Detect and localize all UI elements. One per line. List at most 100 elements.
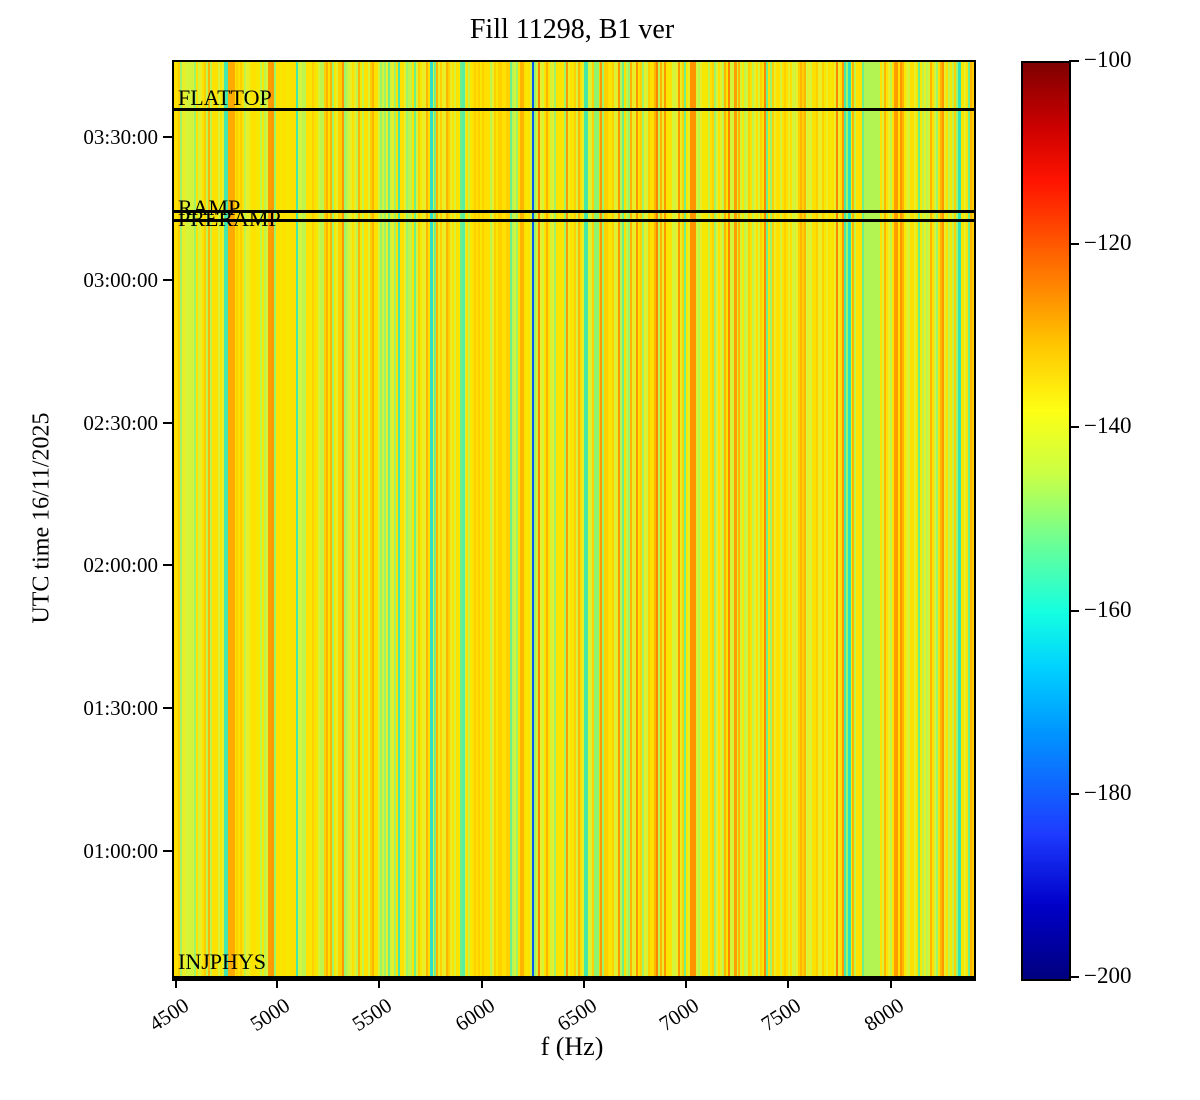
frequency-stripe (226, 62, 228, 979)
frequency-stripe (756, 62, 758, 979)
frequency-stripe (640, 62, 642, 979)
frequency-stripe (454, 62, 456, 979)
frequency-stripe (492, 62, 494, 979)
frequency-stripe (918, 62, 920, 979)
frequency-stripe (244, 62, 246, 979)
frequency-stripe (788, 62, 790, 979)
frequency-stripe (216, 62, 218, 979)
frequency-stripe (934, 62, 936, 979)
frequency-stripe (778, 62, 780, 979)
frequency-stripe (400, 62, 402, 979)
frequency-stripe (712, 62, 714, 979)
frequency-stripe (680, 62, 682, 979)
frequency-stripe (824, 62, 826, 979)
frequency-stripe (886, 62, 888, 979)
colorbar-tick-label: −180 (1084, 779, 1132, 805)
frequency-stripe (732, 62, 734, 979)
frequency-stripe (416, 62, 418, 979)
frequency-stripe (678, 62, 680, 979)
frequency-stripe (368, 62, 370, 979)
frequency-stripe (304, 62, 306, 979)
frequency-stripe (366, 62, 368, 979)
frequency-stripe (294, 62, 296, 979)
frequency-stripe (314, 62, 316, 979)
frequency-stripe (520, 62, 522, 979)
frequency-stripe (240, 62, 242, 979)
frequency-stripe (838, 62, 840, 979)
frequency-stripe (526, 62, 528, 979)
frequency-stripe (178, 62, 180, 979)
frequency-stripe (320, 62, 322, 979)
frequency-stripe (278, 62, 280, 979)
spectral-line-stripe (268, 62, 273, 979)
event-line-injphys (174, 976, 974, 979)
frequency-stripe (720, 62, 722, 979)
frequency-stripe (628, 62, 630, 979)
frequency-stripe (574, 62, 576, 979)
frequency-stripe (626, 62, 628, 979)
frequency-stripe (810, 62, 812, 979)
frequency-stripe (176, 62, 178, 979)
frequency-stripe (280, 62, 282, 979)
frequency-stripe (248, 62, 250, 979)
frequency-stripe (554, 62, 556, 979)
frequency-stripe (944, 62, 946, 979)
colorbar-tick-label: −160 (1084, 596, 1132, 622)
frequency-stripe (622, 62, 624, 979)
frequency-stripe (306, 62, 308, 979)
frequency-stripe (636, 62, 638, 979)
frequency-stripe (784, 62, 786, 979)
frequency-stripe (742, 62, 744, 979)
frequency-stripe (812, 62, 814, 979)
frequency-stripe (446, 62, 448, 979)
frequency-stripe (860, 62, 862, 979)
frequency-stripe (662, 62, 664, 979)
colorbar-tick-label: −200 (1084, 963, 1132, 988)
colorbar-tick-mark (1069, 609, 1079, 612)
frequency-stripe (212, 62, 214, 979)
frequency-stripe (616, 62, 618, 979)
frequency-stripe (202, 62, 204, 979)
frequency-stripe (364, 62, 366, 979)
x-tick-mark (175, 979, 177, 988)
frequency-stripe (300, 62, 302, 979)
frequency-stripe (624, 62, 626, 979)
frequency-stripe (760, 62, 762, 979)
frequency-stripe (802, 62, 804, 979)
frequency-stripe (660, 62, 662, 979)
frequency-stripe (388, 62, 390, 979)
frequency-stripe (546, 62, 548, 979)
frequency-stripe (470, 62, 472, 979)
frequency-stripe (854, 62, 856, 979)
frequency-stripe (198, 62, 200, 979)
frequency-stripe (828, 62, 830, 979)
frequency-stripe (794, 62, 796, 979)
frequency-stripe (664, 62, 666, 979)
frequency-stripe (774, 62, 776, 979)
frequency-stripe (726, 62, 728, 979)
colorbar-tick-mark (1069, 976, 1079, 978)
frequency-stripe (330, 62, 332, 979)
y-tick-mark (163, 136, 172, 139)
frequency-stripe (710, 62, 712, 979)
frequency-stripe (482, 62, 484, 979)
frequency-stripe (612, 62, 614, 979)
frequency-stripe (602, 62, 604, 979)
frequency-stripe (806, 62, 808, 979)
frequency-stripe (404, 62, 406, 979)
frequency-stripe (374, 62, 376, 979)
frequency-stripe (614, 62, 616, 979)
frequency-stripe (880, 62, 882, 979)
frequency-stripe (718, 62, 720, 979)
frequency-stripe (214, 62, 216, 979)
frequency-stripe (714, 62, 716, 979)
frequency-stripe (372, 62, 374, 979)
frequency-stripe (790, 62, 792, 979)
frequency-stripe (856, 62, 858, 979)
y-tick-label: 02:30:00 (83, 411, 158, 436)
frequency-stripe (560, 62, 562, 979)
event-line-flattop (174, 108, 974, 112)
frequency-stripe (502, 62, 504, 979)
y-axis-label: UTC time 16/11/2025 (28, 412, 55, 624)
frequency-stripe (252, 62, 254, 979)
